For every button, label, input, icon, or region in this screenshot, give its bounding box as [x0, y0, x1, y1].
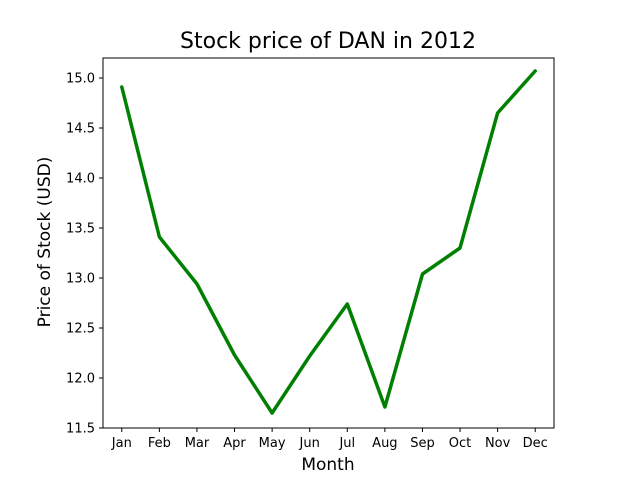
- y-tick-label: 11.5: [66, 422, 95, 437]
- x-tick-label: Feb: [148, 436, 171, 451]
- x-tick-label: Nov: [485, 436, 511, 451]
- y-tick-label: 14.0: [66, 172, 95, 187]
- plot-area: 11.5 12.0 12.5 13.0 13.5 14.0 14.5 15.0 Jan Feb Ma…: [66, 58, 554, 451]
- series-line: [122, 71, 535, 413]
- y-tick-label: 12.5: [66, 322, 95, 337]
- y-tick-label: 15.0: [66, 72, 95, 87]
- plot-frame: [103, 58, 554, 428]
- y-tick-label: 13.0: [66, 272, 95, 287]
- x-tick-label: Sep: [410, 436, 435, 451]
- x-tick-label: Oct: [449, 436, 471, 451]
- x-tick-label: Jun: [299, 436, 320, 451]
- chart-title: Stock price of DAN in 2012: [180, 29, 476, 54]
- y-tick-label: 13.5: [66, 222, 95, 237]
- x-tick-label: Dec: [523, 436, 548, 451]
- y-tick-label: 12.0: [66, 372, 95, 387]
- x-tick-label: Mar: [185, 436, 210, 451]
- y-axis-label: Price of Stock (USD): [35, 157, 55, 328]
- x-axis-label: Month: [301, 455, 354, 475]
- x-tick-label: Jul: [338, 436, 355, 451]
- x-tick-label: May: [259, 436, 286, 451]
- x-tick-label: Aug: [372, 436, 397, 451]
- y-tick-label: 14.5: [66, 122, 95, 137]
- x-tick-label: Apr: [223, 436, 246, 451]
- x-tick-label: Jan: [111, 436, 132, 451]
